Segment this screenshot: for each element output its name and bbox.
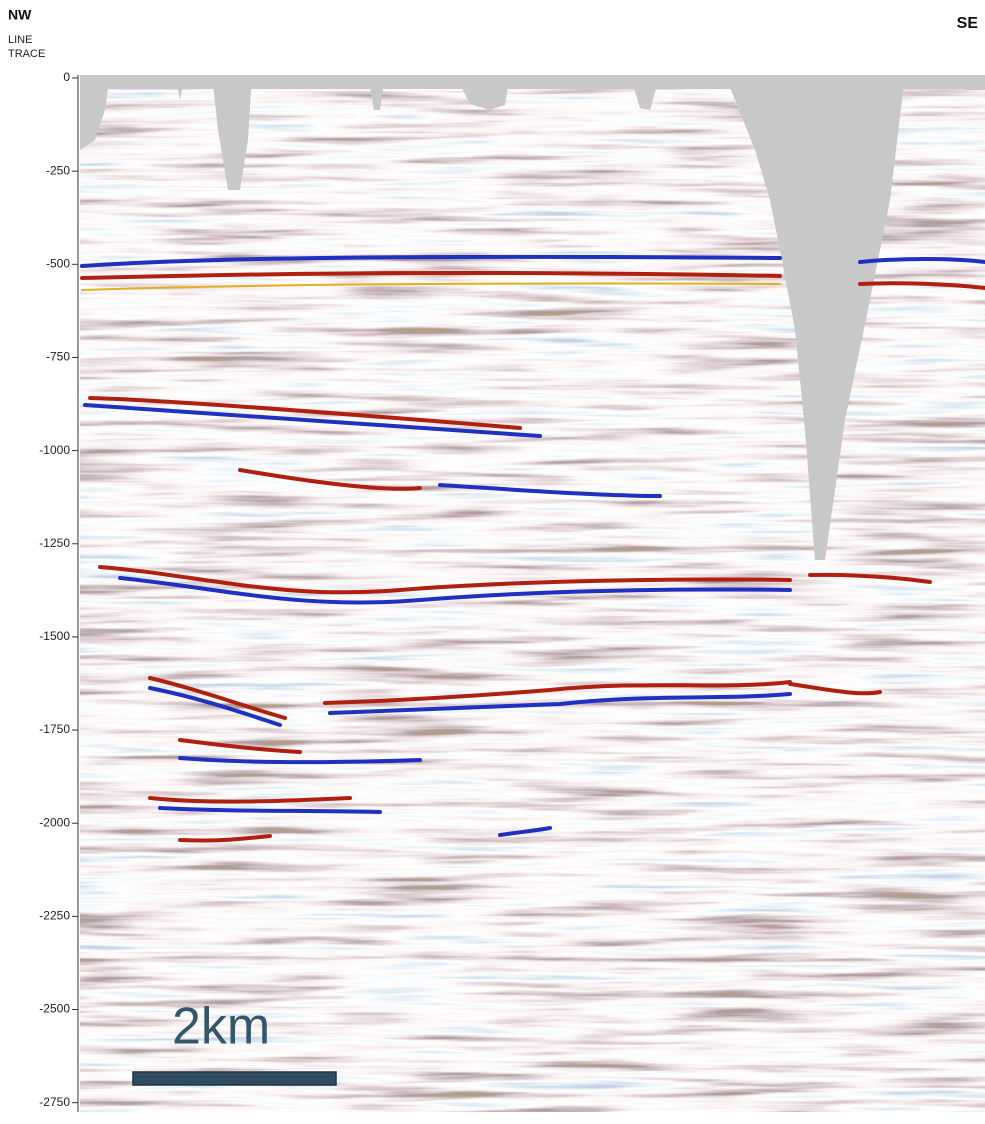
y-tick-label: -2750 [39,1095,70,1109]
y-tick-label: -2500 [39,1002,70,1016]
y-tick-label: -1750 [39,722,70,736]
y-tick-label: -250 [46,163,70,177]
mute-zones [80,75,985,560]
y-tick-label: -1000 [39,443,70,457]
y-tick-label: 0 [63,70,70,84]
y-tick-label: -500 [46,256,70,270]
seismic-image [80,75,985,1112]
header-line: LINE [8,34,32,46]
scale-bar-label: 2km [172,998,270,1056]
reflectors [80,254,985,843]
header-line: TRACE [8,48,45,60]
y-tick-label: -2000 [39,815,70,829]
left-direction-label: NW [8,7,32,23]
y-tick-label: -750 [46,350,70,364]
y-tick-label: -1250 [39,536,70,550]
scale-bar [132,1071,337,1086]
right-direction-label: SE [957,15,979,32]
y-tick-label: -1500 [39,629,70,643]
y-tick-label: -2250 [39,909,70,923]
